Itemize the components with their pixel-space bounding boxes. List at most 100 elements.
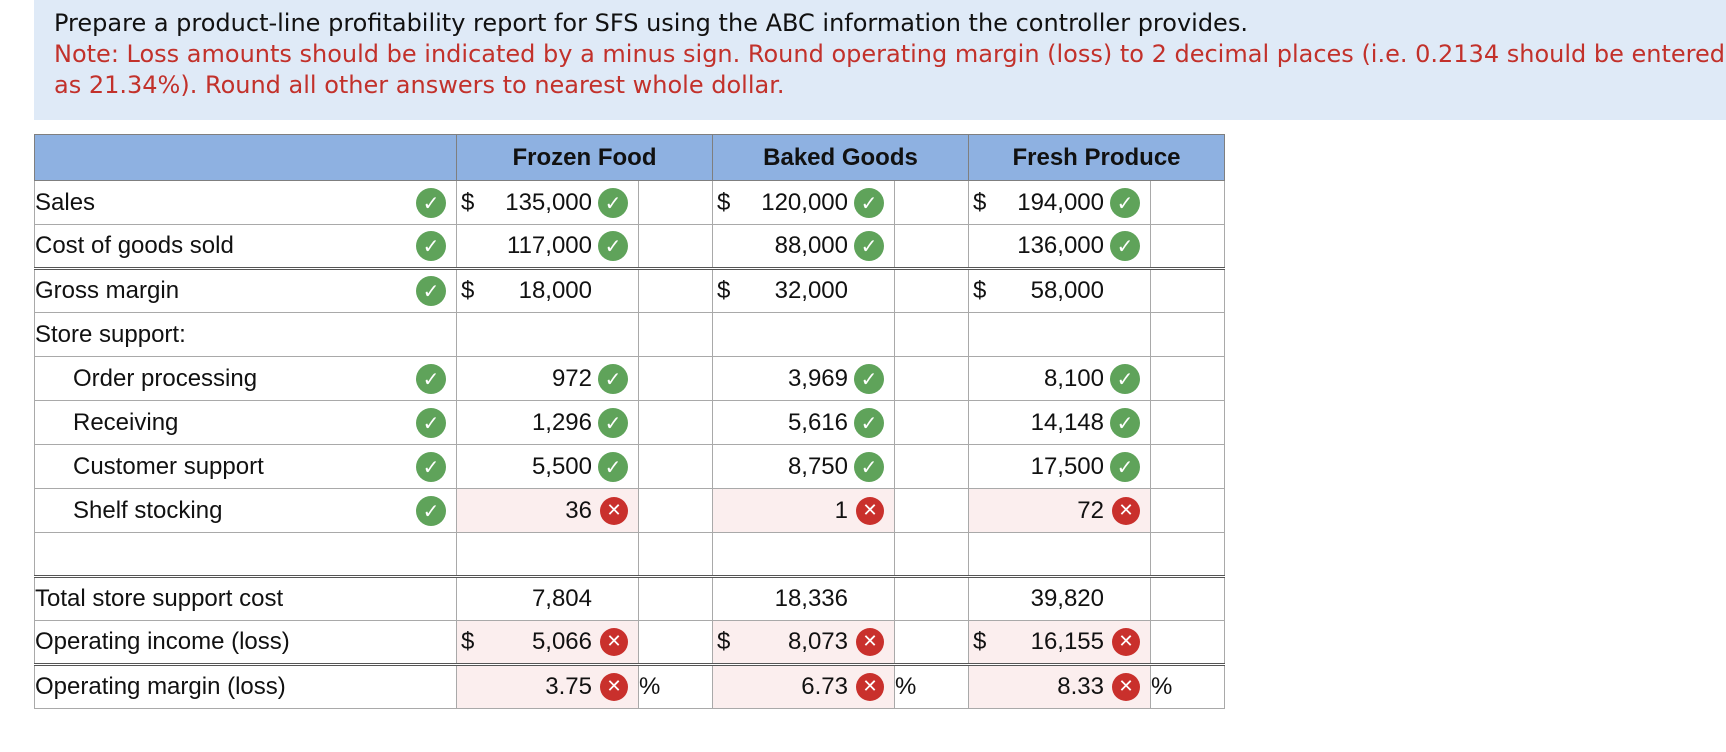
shelf-stocking-baked-goods-input[interactable]: 1 ✕ bbox=[712, 488, 895, 533]
unit-cell bbox=[1150, 312, 1225, 357]
row-operating-income: Operating income (loss) $5,066 ✕ $8,073 ✕ … bbox=[34, 620, 1225, 666]
operating-margin-frozen-food-input[interactable]: 3.75 ✕ bbox=[456, 664, 639, 709]
unit-cell bbox=[638, 224, 713, 270]
cross-icon: ✕ bbox=[856, 496, 884, 525]
empty-cell bbox=[456, 532, 639, 578]
row-label: Order processing ✓ bbox=[34, 356, 457, 401]
unit-cell bbox=[638, 576, 713, 621]
receiving-baked-goods-input[interactable]: 5,616 ✓ bbox=[712, 400, 895, 445]
check-icon: ✓ bbox=[854, 187, 884, 218]
row-store-support: Store support: bbox=[34, 312, 1225, 357]
operating-income-baked-goods-input[interactable]: $8,073 ✕ bbox=[712, 620, 895, 666]
check-icon: ✓ bbox=[598, 231, 628, 261]
percent-unit: % bbox=[894, 664, 969, 709]
receiving-frozen-food-input[interactable]: 1,296 ✓ bbox=[456, 400, 639, 445]
empty-cell bbox=[712, 532, 895, 578]
total-support-baked-goods: 18,336 bbox=[712, 576, 895, 621]
unit-cell bbox=[894, 312, 969, 357]
check-icon: ✓ bbox=[598, 407, 628, 438]
check-icon: ✓ bbox=[416, 363, 446, 394]
cross-icon: ✕ bbox=[1112, 628, 1140, 656]
operating-income-frozen-food-input[interactable]: $5,066 ✕ bbox=[456, 620, 639, 666]
shelf-stocking-frozen-food-input[interactable]: 36 ✕ bbox=[456, 488, 639, 533]
shelf-stocking-fresh-produce-input[interactable]: 72 ✕ bbox=[968, 488, 1151, 533]
check-icon: ✓ bbox=[416, 231, 446, 261]
unit-cell bbox=[638, 312, 713, 357]
unit-cell bbox=[894, 620, 969, 666]
gross-margin-fresh-produce: $58,000 bbox=[968, 268, 1151, 313]
operating-margin-fresh-produce-input[interactable]: 8.33 ✕ bbox=[968, 664, 1151, 709]
unit-cell bbox=[1150, 400, 1225, 445]
cross-icon: ✕ bbox=[856, 673, 884, 701]
instructions-note: Note: Loss amounts should be indicated b… bbox=[54, 40, 1725, 99]
unit-cell bbox=[638, 268, 713, 313]
row-label: Gross margin ✓ bbox=[34, 268, 457, 313]
unit-cell bbox=[638, 532, 713, 578]
unit-cell bbox=[638, 488, 713, 533]
check-icon: ✓ bbox=[1110, 187, 1140, 218]
profitability-report-table: Frozen Food Baked Goods Fresh Produce Sa… bbox=[34, 134, 1225, 709]
row-label: Sales ✓ bbox=[34, 180, 457, 225]
customer-support-baked-goods-input[interactable]: 8,750 ✓ bbox=[712, 444, 895, 489]
sales-baked-goods-input[interactable]: $120,000 ✓ bbox=[712, 180, 895, 225]
order-processing-fresh-produce-input[interactable]: 8,100 ✓ bbox=[968, 356, 1151, 401]
unit-cell bbox=[1150, 576, 1225, 621]
header-baked-goods: Baked Goods bbox=[712, 134, 969, 181]
row-label: Shelf stocking ✓ bbox=[34, 488, 457, 533]
check-icon: ✓ bbox=[1110, 407, 1140, 438]
row-label: Cost of goods sold ✓ bbox=[34, 224, 457, 270]
row-cogs: Cost of goods sold ✓ 117,000 ✓ 88,000 ✓ 136… bbox=[34, 224, 1225, 270]
check-icon: ✓ bbox=[1110, 363, 1140, 394]
unit-cell bbox=[638, 180, 713, 225]
check-icon: ✓ bbox=[854, 407, 884, 438]
row-receiving: Receiving ✓ 1,296 ✓ 5,616 ✓ 14,148 ✓ bbox=[34, 400, 1225, 445]
row-total-store-support: Total store support cost 7,804 18,336 39… bbox=[34, 576, 1225, 621]
cogs-fresh-produce-input[interactable]: 136,000 ✓ bbox=[968, 224, 1151, 270]
check-icon: ✓ bbox=[1110, 451, 1140, 482]
receiving-fresh-produce-input[interactable]: 14,148 ✓ bbox=[968, 400, 1151, 445]
unit-cell bbox=[894, 224, 969, 270]
unit-cell bbox=[894, 268, 969, 313]
row-label: Receiving ✓ bbox=[34, 400, 457, 445]
row-operating-margin: Operating margin (loss) 3.75 ✕ % 6.73 ✕ % … bbox=[34, 664, 1225, 709]
cross-icon: ✕ bbox=[1112, 496, 1140, 525]
cross-icon: ✕ bbox=[1112, 673, 1140, 701]
unit-cell bbox=[1150, 268, 1225, 313]
gross-margin-frozen-food: $18,000 bbox=[456, 268, 639, 313]
cogs-baked-goods-input[interactable]: 88,000 ✓ bbox=[712, 224, 895, 270]
order-processing-baked-goods-input[interactable]: 3,969 ✓ bbox=[712, 356, 895, 401]
unit-cell bbox=[1150, 532, 1225, 578]
empty-cell bbox=[968, 532, 1151, 578]
unit-cell bbox=[894, 356, 969, 401]
unit-cell bbox=[894, 488, 969, 533]
row-shelf-stocking: Shelf stocking ✓ 36 ✕ 1 ✕ 72 ✕ bbox=[34, 488, 1225, 533]
total-support-fresh-produce: 39,820 bbox=[968, 576, 1151, 621]
check-icon: ✓ bbox=[416, 276, 446, 306]
customer-support-frozen-food-input[interactable]: 5,500 ✓ bbox=[456, 444, 639, 489]
sales-frozen-food-input[interactable]: $135,000 ✓ bbox=[456, 180, 639, 225]
sales-fresh-produce-input[interactable]: $194,000 ✓ bbox=[968, 180, 1151, 225]
empty-cell bbox=[712, 312, 895, 357]
unit-cell bbox=[1150, 356, 1225, 401]
empty-cell bbox=[456, 312, 639, 357]
header-fresh-produce: Fresh Produce bbox=[968, 134, 1225, 181]
blank-label-input[interactable] bbox=[34, 532, 457, 578]
check-icon: ✓ bbox=[416, 407, 446, 438]
order-processing-frozen-food-input[interactable]: 972 ✓ bbox=[456, 356, 639, 401]
unit-cell bbox=[638, 400, 713, 445]
row-label: Store support: bbox=[34, 312, 457, 357]
customer-support-fresh-produce-input[interactable]: 17,500 ✓ bbox=[968, 444, 1151, 489]
row-label: Operating margin (loss) bbox=[34, 664, 457, 709]
unit-cell bbox=[1150, 620, 1225, 666]
check-icon: ✓ bbox=[416, 451, 446, 482]
row-label: Total store support cost bbox=[34, 576, 457, 621]
row-blank bbox=[34, 532, 1225, 578]
operating-income-fresh-produce-input[interactable]: $16,155 ✕ bbox=[968, 620, 1151, 666]
operating-margin-baked-goods-input[interactable]: 6.73 ✕ bbox=[712, 664, 895, 709]
unit-cell bbox=[638, 444, 713, 489]
unit-cell bbox=[894, 576, 969, 621]
check-icon: ✓ bbox=[416, 495, 446, 526]
check-icon: ✓ bbox=[854, 231, 884, 261]
cogs-frozen-food-input[interactable]: 117,000 ✓ bbox=[456, 224, 639, 270]
row-label: Operating income (loss) bbox=[34, 620, 457, 666]
